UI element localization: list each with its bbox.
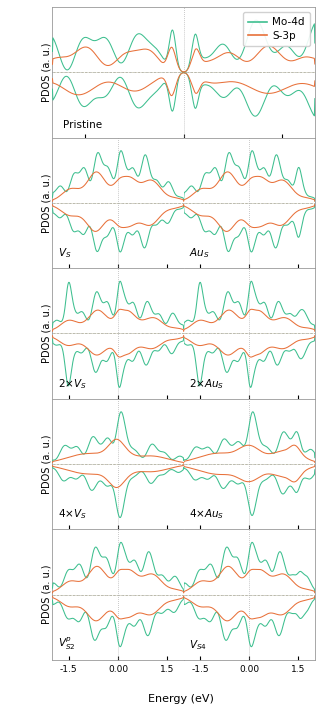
Text: Pristine: Pristine xyxy=(63,120,102,130)
Y-axis label: PDOS (a. u.): PDOS (a. u.) xyxy=(41,434,51,493)
Text: Energy (eV): Energy (eV) xyxy=(148,695,214,704)
Text: $V_{S2}^p$: $V_{S2}^p$ xyxy=(58,636,75,652)
Y-axis label: PDOS (a. u.): PDOS (a. u.) xyxy=(41,173,51,233)
Text: $Au_S$: $Au_S$ xyxy=(189,246,210,261)
Text: $2{\times}V_S$: $2{\times}V_S$ xyxy=(58,377,86,391)
Text: $V_S$: $V_S$ xyxy=(58,246,71,261)
Text: $V_{S4}$: $V_{S4}$ xyxy=(189,638,207,652)
Y-axis label: PDOS (a. u.): PDOS (a. u.) xyxy=(41,42,51,102)
Text: $4{\times}Au_S$: $4{\times}Au_S$ xyxy=(189,508,224,522)
Text: $2{\times}Au_S$: $2{\times}Au_S$ xyxy=(189,377,224,391)
Legend: Mo-4d, S-3p: Mo-4d, S-3p xyxy=(243,12,310,46)
Text: $4{\times}V_S$: $4{\times}V_S$ xyxy=(58,508,86,522)
Y-axis label: PDOS (a. u.): PDOS (a. u.) xyxy=(41,304,51,363)
Y-axis label: PDOS (a. u.): PDOS (a. u.) xyxy=(41,565,51,624)
